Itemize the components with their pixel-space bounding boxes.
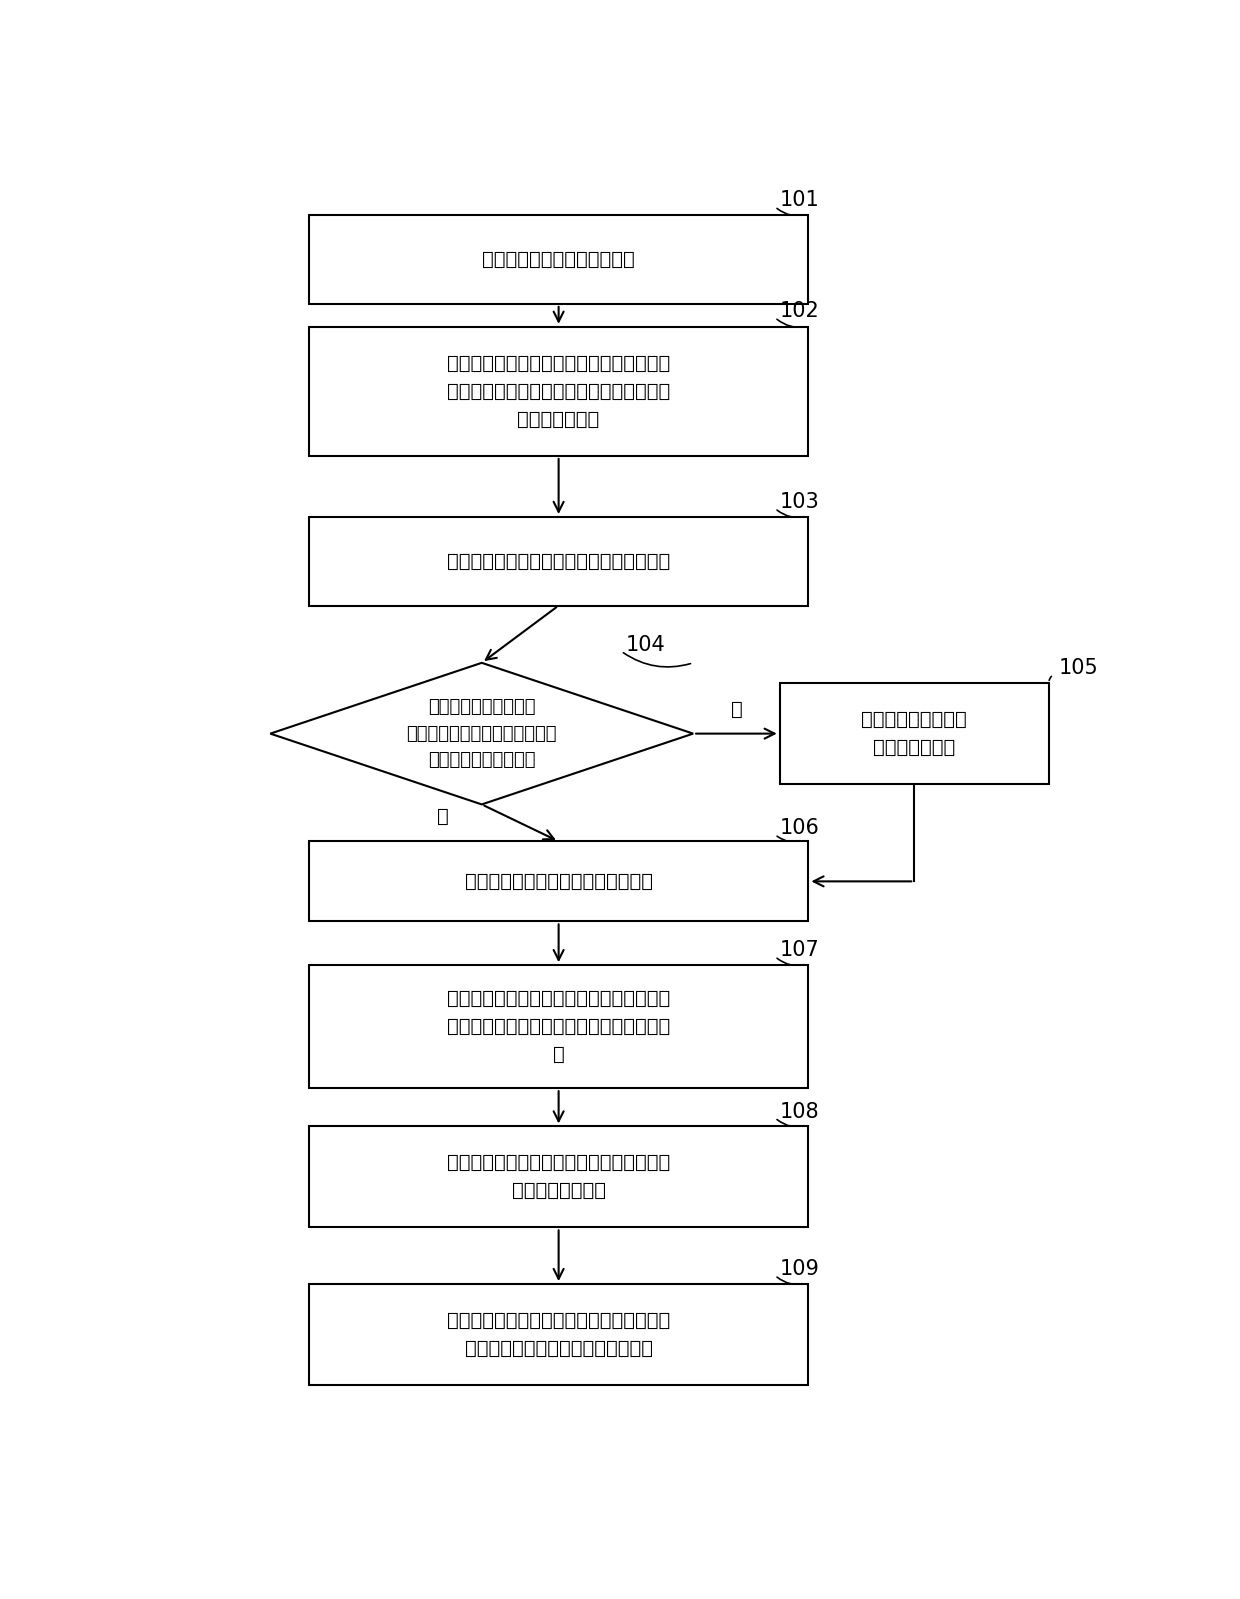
Bar	[309, 1126, 808, 1228]
Text: 105: 105	[1059, 659, 1099, 678]
Text: 109: 109	[780, 1258, 820, 1279]
Polygon shape	[270, 664, 693, 804]
Text: 根据各所述灰度值调节扫描所述处理后的像
素点以及未处理像素点时的激光功率: 根据各所述灰度值调节扫描所述处理后的像 素点以及未处理像素点时的激光功率	[446, 1311, 671, 1358]
Text: 101: 101	[780, 190, 820, 211]
Bar	[309, 216, 808, 304]
Text: 108: 108	[780, 1102, 820, 1121]
Text: 107: 107	[780, 940, 820, 961]
Text: 103: 103	[780, 492, 820, 512]
Text: 提取所述切片位图的轮廓边界的第一像素点: 提取所述切片位图的轮廓边界的第一像素点	[446, 552, 671, 571]
Text: 确定所述第二像素点为未处理像素点: 确定所述第二像素点为未处理像素点	[465, 871, 652, 891]
Bar	[309, 326, 808, 456]
Bar	[780, 683, 1049, 784]
Text: 102: 102	[780, 301, 820, 321]
Bar	[309, 516, 808, 606]
Bar	[309, 1284, 808, 1385]
Bar	[309, 966, 808, 1089]
Text: 104: 104	[626, 635, 666, 656]
Text: 获取制造物体的三维立体模型: 获取制造物体的三维立体模型	[482, 249, 635, 269]
Bar	[309, 841, 808, 921]
Text: 根据设定的高度阈值对所述三维立体模型进
行切片，得到多个切片位图，所述切片位图
包括多个像素点: 根据设定的高度阈值对所述三维立体模型进 行切片，得到多个切片位图，所述切片位图 …	[446, 353, 671, 429]
Text: 106: 106	[780, 819, 820, 838]
Text: 获取所述处理后的像素点的灰度值以及未处
理像素点的灰度值: 获取所述处理后的像素点的灰度值以及未处 理像素点的灰度值	[446, 1153, 671, 1201]
Text: 是: 是	[730, 700, 743, 720]
Text: 采用高斯滤波函数对所述第一像素点和所述
待处理像素点进行处理，得到处理后的像素
点: 采用高斯滤波函数对所述第一像素点和所述 待处理像素点进行处理，得到处理后的像素 …	[446, 990, 671, 1065]
Text: 否: 否	[438, 807, 449, 827]
Text: 判断切片位图内存在的
第二像素点与第一像素点的距离
是否在距离阈值范围内: 判断切片位图内存在的 第二像素点与第一像素点的距离 是否在距离阈值范围内	[407, 699, 557, 769]
Text: 确定所述第二像素点
为待处理像素点: 确定所述第二像素点 为待处理像素点	[862, 710, 967, 756]
